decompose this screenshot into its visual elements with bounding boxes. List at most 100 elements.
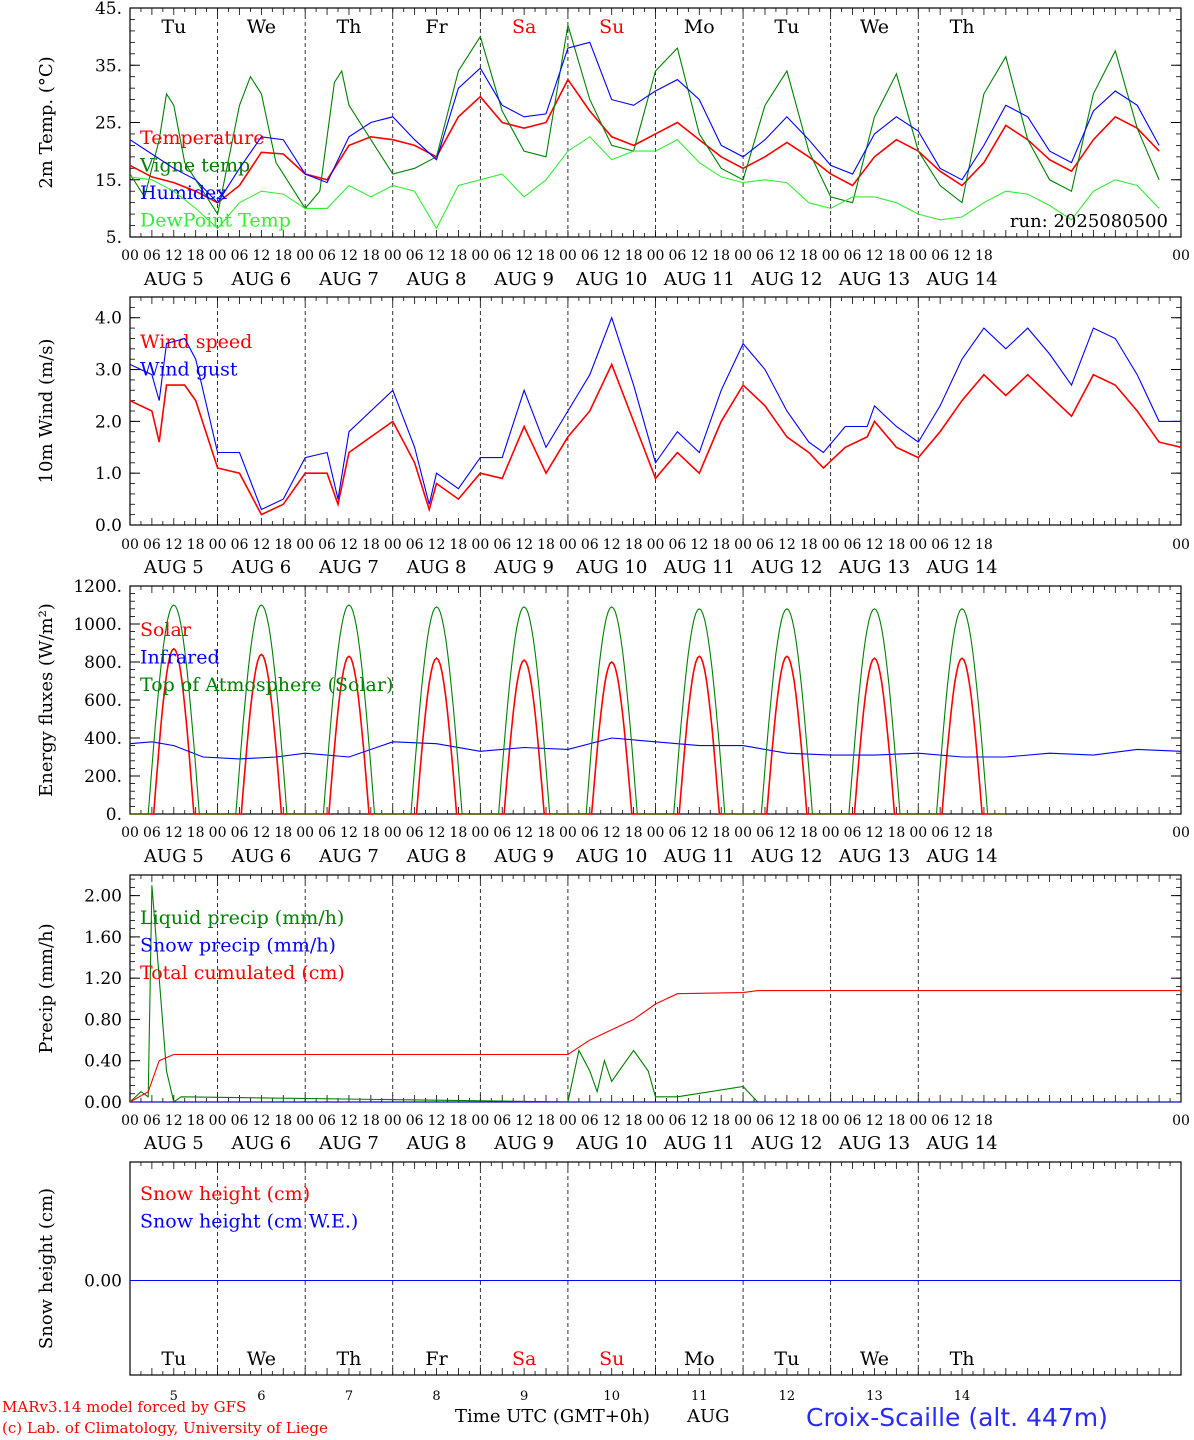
hour-tick-label: 06 [931, 248, 949, 264]
series-line [129, 316, 1181, 511]
series-line [129, 362, 1182, 516]
day-label: AUG 5 [143, 1133, 204, 1154]
hour-tick-label: 12 [778, 825, 796, 841]
weekday-label: We [860, 1348, 889, 1370]
hour-tick-label: 18 [625, 825, 643, 841]
legend-entry: Wind gust [140, 359, 238, 381]
hour-tick-label: 00 [909, 825, 927, 841]
hour-tick-label: 06 [143, 248, 161, 264]
hour-tick-label: 00 [647, 537, 665, 553]
hour-tick-label: 06 [143, 537, 161, 553]
day-number-label: 7 [345, 1389, 353, 1404]
hour-tick-label: 06 [756, 825, 774, 841]
hour-tick-label: 12 [252, 248, 270, 264]
day-label: AUG 6 [231, 557, 292, 578]
hour-tick-label: 12 [866, 248, 884, 264]
day-label: AUG 13 [838, 269, 910, 290]
y-axis-label: 2m Temp. (°C) [36, 56, 57, 188]
hour-tick-label: 06 [581, 537, 599, 553]
day-label: AUG 6 [231, 846, 292, 867]
hour-tick-label: 18 [187, 537, 205, 553]
hour-tick-label: 12 [340, 248, 358, 264]
weekday-label: Th [336, 16, 361, 38]
weekday-label: Su [599, 16, 624, 38]
y-tick-label: 4.0 [95, 309, 122, 329]
hour-tick-label: 18 [274, 825, 292, 841]
hour-tick-label: 00 [384, 537, 402, 553]
hour-tick-label: 18 [975, 537, 993, 553]
hour-tick-label: 06 [143, 825, 161, 841]
day-label: AUG 13 [838, 1133, 910, 1154]
hour-tick-label: 18 [975, 1113, 993, 1129]
hour-tick-label: 18 [800, 1113, 818, 1129]
hour-tick-label: 12 [690, 1113, 708, 1129]
hour-tick-label: 00 [1172, 825, 1190, 841]
weekday-label: Fr [425, 1348, 448, 1370]
y-tick-label: 200. [84, 767, 122, 787]
hour-tick-label: 00 [909, 537, 927, 553]
hour-tick-label: 12 [252, 537, 270, 553]
hour-tick-label: 12 [515, 248, 533, 264]
station-name: Croix-Scaille (alt. 447m) [806, 1403, 1108, 1432]
hour-tick-label: 00 [121, 537, 139, 553]
y-tick-label: 1.0 [95, 464, 122, 484]
hour-tick-label: 18 [887, 248, 905, 264]
day-label: AUG 9 [493, 557, 554, 578]
day-number-label: 6 [257, 1389, 265, 1404]
day-label: AUG 6 [231, 1133, 292, 1154]
hour-tick-label: 12 [428, 1113, 446, 1129]
y-axis-label: Precip (mm/h) [36, 923, 57, 1053]
y-tick-label: 1000. [73, 615, 122, 635]
hour-tick-label: 00 [909, 248, 927, 264]
day-number-label: 14 [954, 1389, 971, 1404]
hour-tick-label: 18 [362, 825, 380, 841]
hour-tick-label: 18 [274, 1113, 292, 1129]
hour-tick-label: 06 [844, 537, 862, 553]
hour-tick-label: 18 [450, 248, 468, 264]
day-label: AUG 5 [143, 846, 204, 867]
hour-tick-label: 06 [318, 1113, 336, 1129]
series-line [129, 25, 1160, 216]
day-label: AUG 8 [406, 846, 467, 867]
hour-tick-label: 18 [625, 1113, 643, 1129]
day-label: AUG 11 [663, 269, 735, 290]
day-number-label: 5 [170, 1389, 178, 1404]
day-label: AUG 6 [231, 269, 292, 290]
weekday-label: We [247, 16, 276, 38]
hour-tick-label: 06 [756, 1113, 774, 1129]
hour-tick-label: 18 [625, 248, 643, 264]
hour-tick-label: 18 [625, 537, 643, 553]
hour-tick-label: 00 [734, 825, 752, 841]
lab-credit: (c) Lab. of Climatology, University of L… [2, 1419, 328, 1437]
hour-tick-label: 00 [296, 825, 314, 841]
hour-tick-label: 18 [187, 825, 205, 841]
day-label: AUG 10 [575, 1133, 647, 1154]
hour-tick-label: 06 [844, 248, 862, 264]
hour-tick-label: 12 [778, 1113, 796, 1129]
hour-tick-label: 12 [603, 825, 621, 841]
legend-entry: Total cumulated (cm) [140, 962, 345, 984]
day-label: AUG 13 [838, 557, 910, 578]
day-label: AUG 13 [838, 846, 910, 867]
hour-tick-label: 00 [209, 825, 227, 841]
day-label: AUG 10 [575, 846, 647, 867]
weekday-label: Th [950, 16, 975, 38]
y-tick-label: 1200. [73, 577, 122, 597]
run-label: run: 2025080500 [1010, 211, 1168, 232]
day-label: AUG 7 [318, 269, 379, 290]
hour-tick-label: 00 [209, 537, 227, 553]
day-label: AUG 9 [493, 846, 554, 867]
y-axis-label: 10m Wind (m/s) [36, 339, 57, 484]
hour-tick-label: 00 [296, 1113, 314, 1129]
hour-tick-label: 00 [121, 1113, 139, 1129]
hour-tick-label: 18 [537, 537, 555, 553]
legend-entry: Liquid precip (mm/h) [140, 907, 344, 929]
hour-tick-label: 12 [515, 537, 533, 553]
day-label: AUG 7 [318, 557, 379, 578]
hour-tick-label: 12 [953, 537, 971, 553]
hour-tick-label: 00 [822, 537, 840, 553]
hour-tick-label: 00 [1172, 537, 1190, 553]
hour-tick-label: 12 [340, 537, 358, 553]
hour-tick-label: 18 [187, 1113, 205, 1129]
legend-entry: Wind speed [140, 331, 252, 353]
